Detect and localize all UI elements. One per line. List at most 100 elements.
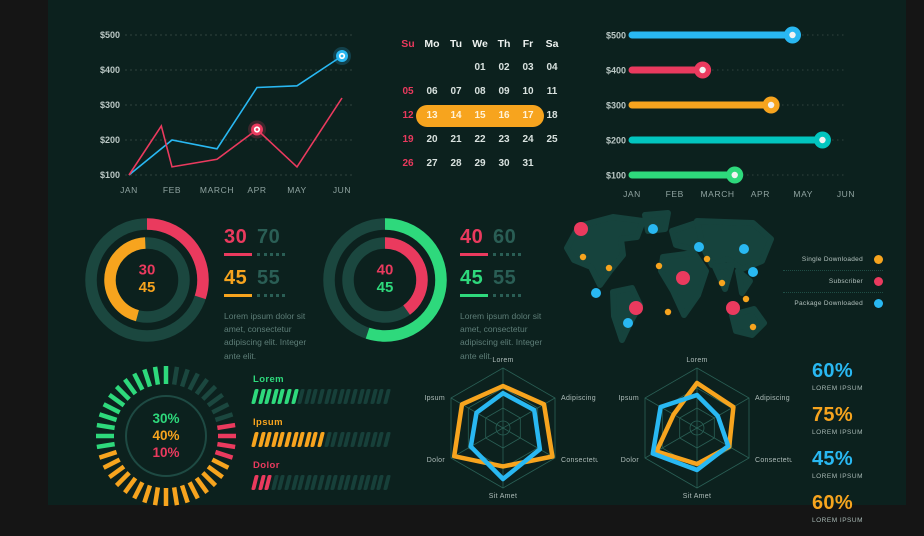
x-axis-label: JAN xyxy=(623,189,641,199)
map-data-dot[interactable] xyxy=(726,301,740,315)
calendar-day-08[interactable]: 08 xyxy=(474,86,486,97)
map-data-dot[interactable] xyxy=(703,255,711,263)
map-data-dot[interactable] xyxy=(739,244,749,254)
selected-week-highlight[interactable] xyxy=(416,105,544,127)
x-axis-label: MAY xyxy=(793,189,813,199)
calendar-day-empty xyxy=(396,56,420,80)
map-data-dot[interactable] xyxy=(591,288,601,298)
stat-underline xyxy=(460,294,488,297)
calendar-day-13[interactable]: 13 xyxy=(426,110,438,121)
calendar-day-03[interactable]: 03 xyxy=(522,62,534,73)
calendar-day-07[interactable]: 07 xyxy=(450,86,462,97)
map-data-dot[interactable] xyxy=(648,224,658,234)
stat-value: 40 xyxy=(460,226,484,248)
calendar-day-26[interactable]: 26 xyxy=(402,158,414,169)
calendar-day-11[interactable]: 11 xyxy=(546,86,558,97)
stat-number: 30 xyxy=(224,226,252,256)
donut-center-value: 30 xyxy=(139,262,156,279)
gauge-tick xyxy=(187,372,200,391)
y-axis-label: $300 xyxy=(100,100,120,110)
segment-bar-track[interactable] xyxy=(251,389,405,404)
calendar-day-02[interactable]: 02 xyxy=(498,62,510,73)
calendar-day-14[interactable]: 14 xyxy=(450,110,462,121)
segmented-bars: Lorem Ipsum Dolor xyxy=(251,374,405,503)
calendar-day-25[interactable]: 25 xyxy=(546,134,558,145)
map-data-dot[interactable] xyxy=(742,295,750,303)
calendar-day-24[interactable]: 24 xyxy=(522,134,534,145)
map-data-dot[interactable] xyxy=(655,262,663,270)
legend-dot-icon xyxy=(874,277,883,286)
map-data-dot[interactable] xyxy=(694,242,704,252)
map-data-dot[interactable] xyxy=(629,301,643,315)
calendar-day-15[interactable]: 15 xyxy=(474,110,486,121)
segment-empty xyxy=(383,389,391,404)
calendar-day-05[interactable]: 05 xyxy=(402,86,414,97)
map-data-dot[interactable] xyxy=(623,318,633,328)
calendar-day-27[interactable]: 27 xyxy=(426,158,438,169)
calendar-day-10[interactable]: 10 xyxy=(522,86,534,97)
gauge-tick xyxy=(142,484,153,504)
calendar-day-19[interactable]: 19 xyxy=(402,134,414,145)
legend-label: Package Downloaded xyxy=(794,300,863,307)
x-axis-label: MARCH xyxy=(200,185,234,195)
segment-bar-track[interactable] xyxy=(251,475,405,490)
map-data-dot[interactable] xyxy=(664,308,672,316)
legend-item-subscriber[interactable]: Subscriber xyxy=(783,270,883,292)
day-header-sa: Sa xyxy=(545,38,559,50)
map-data-dot[interactable] xyxy=(676,271,690,285)
radar-axis-label: Ipsum xyxy=(424,395,445,402)
calendar-day-21[interactable]: 21 xyxy=(450,134,462,145)
donut-arc xyxy=(323,218,447,342)
calendar-day-04[interactable]: 04 xyxy=(546,62,558,73)
calendar-day-09[interactable]: 09 xyxy=(498,86,510,97)
legend-dot-icon xyxy=(874,299,883,308)
segment-bar-ipsum: Ipsum xyxy=(251,417,405,447)
calendar-day-20[interactable]: 20 xyxy=(426,134,438,145)
calendar-day-29[interactable]: 29 xyxy=(474,158,486,169)
gauge-tick xyxy=(114,384,131,401)
stat-underline xyxy=(257,294,285,297)
x-axis-label: FEB xyxy=(666,189,684,199)
legend-label: Subscriber xyxy=(828,278,863,285)
gauge-tick xyxy=(171,366,180,385)
calendar-day-30[interactable]: 30 xyxy=(498,158,510,169)
percentage-label: LOREM IPSUM xyxy=(812,429,864,436)
calendar-day-empty xyxy=(420,56,444,80)
calendar-day-06[interactable]: 06 xyxy=(426,86,438,97)
y-axis-label: $200 xyxy=(100,135,120,145)
calendar-day-17[interactable]: 17 xyxy=(522,110,534,121)
map-data-dot[interactable] xyxy=(718,279,726,287)
continent-shape xyxy=(729,306,767,338)
gauge-tick xyxy=(132,372,145,391)
gauge-tick xyxy=(211,402,230,415)
gauge-tick xyxy=(179,484,190,504)
segment-bar-label: Lorem xyxy=(253,374,285,385)
map-data-dot[interactable] xyxy=(574,222,588,236)
calendar-day-23[interactable]: 23 xyxy=(498,134,510,145)
stat-number: 45 xyxy=(460,267,488,297)
description-text: Lorem ipsum dolor sit amet, consectetur … xyxy=(224,311,307,361)
calendar-day-12[interactable]: 12 xyxy=(402,110,414,121)
gauge-tick xyxy=(114,471,131,488)
map-data-dot[interactable] xyxy=(579,253,587,261)
x-axis-label: JUN xyxy=(333,185,351,195)
stats-block-1: 30 70 45 55 Lorem ipsum dolor sit amet, con… xyxy=(224,226,336,363)
map-data-dot[interactable] xyxy=(605,264,613,272)
calendar-day-16[interactable]: 16 xyxy=(498,110,510,121)
map-data-dot[interactable] xyxy=(748,267,758,277)
calendar-day-31[interactable]: 31 xyxy=(522,158,534,169)
calendar-week-row: 01 02 03 04 xyxy=(396,56,568,80)
percentage-value: 60% xyxy=(812,360,853,382)
calendar-day-01[interactable]: 01 xyxy=(474,62,486,73)
legend-item-single-downloaded[interactable]: Single Downloaded xyxy=(783,249,883,270)
calendar-day-18[interactable]: 18 xyxy=(546,110,558,121)
map-data-dot[interactable] xyxy=(749,323,757,331)
calendar-day-22[interactable]: 22 xyxy=(474,134,486,145)
gauge-tick xyxy=(187,481,200,500)
segment-bar-track[interactable] xyxy=(251,432,405,447)
radar-axis-label: Consectetur xyxy=(755,457,792,464)
calendar-day-28[interactable]: 28 xyxy=(450,158,462,169)
legend-item-package-downloaded[interactable]: Package Downloaded xyxy=(783,292,883,314)
description-text: Lorem ipsum dolor sit amet, consectetur … xyxy=(460,311,543,361)
